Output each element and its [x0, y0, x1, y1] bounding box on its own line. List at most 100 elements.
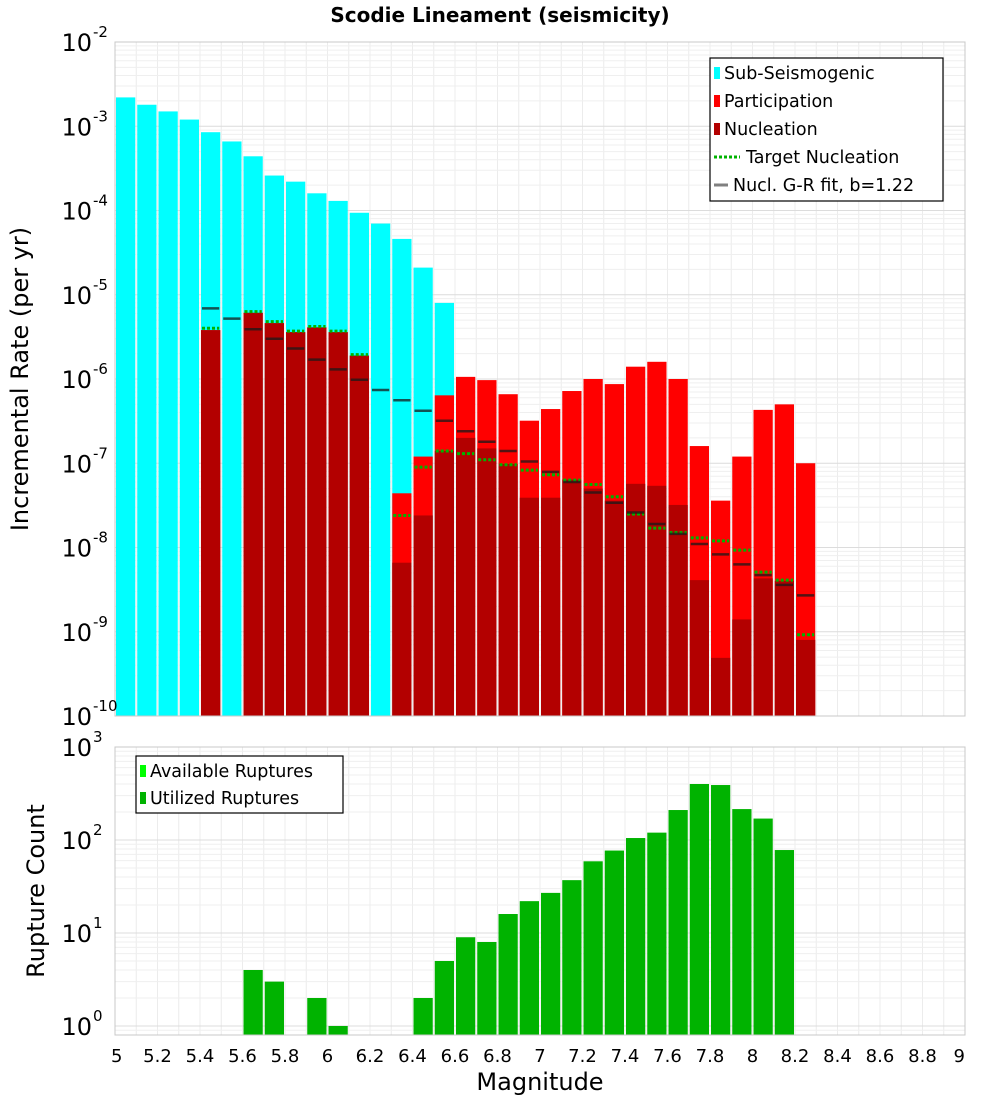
plot-frame-bottom: [114, 746, 966, 1036]
bar-utilized-ruptures: [668, 810, 688, 1035]
y-tick-label: 10 -9: [61, 613, 108, 647]
y-tick-label: 10 1: [61, 914, 102, 948]
y-axis-label: Incremental Rate (per yr): [6, 227, 34, 531]
bar-utilized-ruptures: [604, 850, 624, 1035]
bar-utilized-ruptures: [626, 838, 646, 1035]
x-axis-label: Magnitude: [476, 1068, 603, 1096]
bar-nucleation: [604, 500, 624, 716]
legend-label: Utilized Ruptures: [150, 789, 299, 809]
bar-sub-seismogenic: [371, 223, 391, 717]
bar-utilized-ruptures: [689, 784, 709, 1035]
bar-nucleation: [626, 483, 646, 716]
bar-nucleation: [796, 639, 816, 716]
bar-nucleation: [541, 497, 561, 716]
x-tick-label: 6.6: [441, 1046, 470, 1067]
y-tick-label: 10 -3: [61, 107, 108, 141]
x-tick-label: 7.8: [696, 1046, 725, 1067]
x-tick-label: 6.8: [483, 1046, 512, 1067]
y-tick-label: 10 -8: [61, 529, 108, 563]
legend-label: Nucleation: [724, 120, 818, 140]
bar-utilized-ruptures: [477, 942, 497, 1035]
y-tick-label: 10 -4: [61, 192, 108, 226]
bar-sub-seismogenic: [137, 104, 157, 717]
legend-swatch: [714, 67, 720, 79]
y-tick-label-base: 10: [61, 920, 92, 948]
bar-nucleation: [201, 330, 221, 716]
bar-nucleation: [456, 437, 476, 716]
y-tick-label-base: 10: [61, 535, 92, 563]
y-tick-label-exponent: 1: [93, 914, 103, 932]
bar-nucleation: [689, 580, 709, 716]
legend-swatch: [714, 123, 720, 135]
x-tick-label: 8: [747, 1046, 758, 1067]
bar-utilized-ruptures: [583, 861, 603, 1035]
bar-utilized-ruptures: [519, 901, 539, 1035]
bar-nucleation: [774, 581, 794, 716]
bar-nucleation: [349, 355, 369, 716]
bar-utilized-ruptures: [562, 880, 582, 1035]
bar-utilized-ruptures: [732, 809, 752, 1035]
bar-utilized-ruptures: [243, 969, 263, 1035]
y-tick-label-exponent: -7: [93, 444, 108, 462]
legend-box: [709, 57, 944, 202]
bar-utilized-ruptures: [541, 892, 561, 1035]
y-tick-label: 10 -7: [61, 444, 108, 478]
bar-sub-seismogenic: [158, 111, 178, 717]
y-tick-label-exponent: -5: [93, 276, 108, 294]
bar-nucleation: [583, 488, 603, 716]
legend-label: Sub-Seismogenic: [724, 64, 875, 84]
bar-sub-seismogenic: [179, 119, 199, 716]
y-tick-label-exponent: 3: [93, 728, 103, 746]
x-tick-label: 5.4: [186, 1046, 215, 1067]
legend-label: Nucl. G-R fit, b=1.22: [733, 176, 914, 196]
legend-box: [135, 755, 344, 814]
bar-utilized-ruptures: [711, 785, 731, 1035]
x-tick-label: 7.6: [653, 1046, 682, 1067]
x-tick-label: 6: [322, 1046, 333, 1067]
y-tick-label-base: 10: [61, 703, 92, 731]
bar-nucleation: [562, 479, 582, 716]
y-tick-label-exponent: -3: [93, 107, 108, 125]
bar-sub-seismogenic: [116, 97, 136, 717]
bar-nucleation: [434, 450, 454, 716]
bar-utilized-ruptures: [413, 997, 433, 1035]
x-tick-label: 6.4: [398, 1046, 427, 1067]
x-tick-label: 9: [954, 1046, 965, 1067]
bar-nucleation: [732, 619, 752, 716]
plot-frame-top: [114, 41, 966, 717]
y-tick-label-base: 10: [61, 29, 92, 57]
bar-nucleation: [264, 323, 284, 716]
x-tick-label: 5.8: [271, 1046, 300, 1067]
bar-nucleation: [753, 578, 773, 716]
bar-sub-seismogenic: [222, 141, 242, 716]
bar-utilized-ruptures: [456, 937, 476, 1035]
y-tick-label-exponent: -9: [93, 613, 108, 631]
bar-nucleation: [498, 463, 518, 716]
x-tick-label: 7.2: [568, 1046, 597, 1067]
bar-utilized-ruptures: [753, 818, 773, 1035]
y-tick-label-exponent: -10: [93, 697, 118, 715]
legend-swatch: [714, 95, 720, 107]
y-tick-label: 10 2: [61, 821, 102, 855]
bar-utilized-ruptures: [434, 960, 454, 1035]
x-tick-label: 5.2: [143, 1046, 172, 1067]
y-tick-label-exponent: 2: [93, 821, 103, 839]
chart-title: Scodie Lineament (seismicity): [330, 3, 669, 27]
x-tick-label: 8.4: [823, 1046, 852, 1067]
bar-nucleation: [413, 515, 433, 716]
bar-utilized-ruptures: [498, 914, 518, 1035]
y-tick-label-base: 10: [61, 734, 92, 762]
y-tick-label-exponent: 0: [93, 1007, 103, 1025]
bar-nucleation: [328, 332, 348, 716]
legend: Available Ruptures Utilized Ruptures: [135, 755, 344, 814]
bar-utilized-ruptures: [307, 997, 327, 1035]
bar-nucleation: [243, 312, 263, 716]
x-tick-label: 7.4: [611, 1046, 640, 1067]
bar-nucleation: [519, 497, 539, 716]
x-tick-label: 7: [534, 1046, 545, 1067]
legend: Sub-Seismogenic Participation Nucleation Ta…: [709, 57, 944, 202]
bar-nucleation: [668, 504, 688, 716]
y-tick-label: 10 -2: [61, 23, 108, 57]
y-tick-label-base: 10: [61, 366, 92, 394]
